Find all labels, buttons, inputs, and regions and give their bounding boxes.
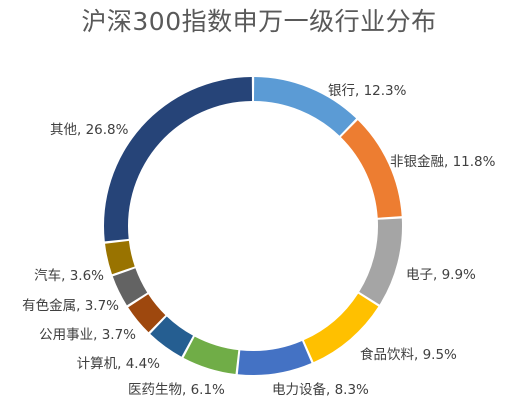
donut-slice-3 <box>359 218 402 305</box>
slice-label-7: 计算机, 4.4% <box>77 356 161 372</box>
slice-label-6: 医药生物, 6.1% <box>128 382 225 398</box>
slice-label-3: 电子, 9.9% <box>406 267 476 283</box>
donut-slice-8 <box>128 294 166 333</box>
slice-label-2: 非银金融, 11.8% <box>390 154 496 170</box>
donut-slice-4 <box>303 293 379 363</box>
donut-slice-1 <box>253 77 357 136</box>
slice-label-8: 公用事业, 3.7% <box>39 327 136 343</box>
donut-slice-6 <box>183 336 239 374</box>
slice-label-5: 电力设备, 8.3% <box>272 381 369 398</box>
slice-label-9: 有色金属, 3.7% <box>22 297 119 314</box>
chart-title: 沪深300指数申万一级行业分布 <box>81 7 437 36</box>
donut-slice-5 <box>237 340 312 375</box>
donut-slice-2 <box>340 120 402 218</box>
slice-label-10: 汽车, 3.6% <box>34 267 104 284</box>
slices-layer <box>104 77 402 375</box>
donut-slice-10 <box>105 240 135 275</box>
donut-slice-7 <box>150 316 194 357</box>
slice-label-11: 其他, 26.8% <box>50 122 129 138</box>
donut-slice-9 <box>112 268 148 306</box>
donut-slice-11 <box>104 77 253 242</box>
slice-label-1: 银行, 12.3% <box>328 83 407 99</box>
labels-layer: 银行, 12.3% 非银金融, 11.8% 电子, 9.9% 食品饮料, 9.5% 电力… <box>22 83 496 398</box>
slice-label-4: 食品饮料, 9.5% <box>360 346 457 363</box>
